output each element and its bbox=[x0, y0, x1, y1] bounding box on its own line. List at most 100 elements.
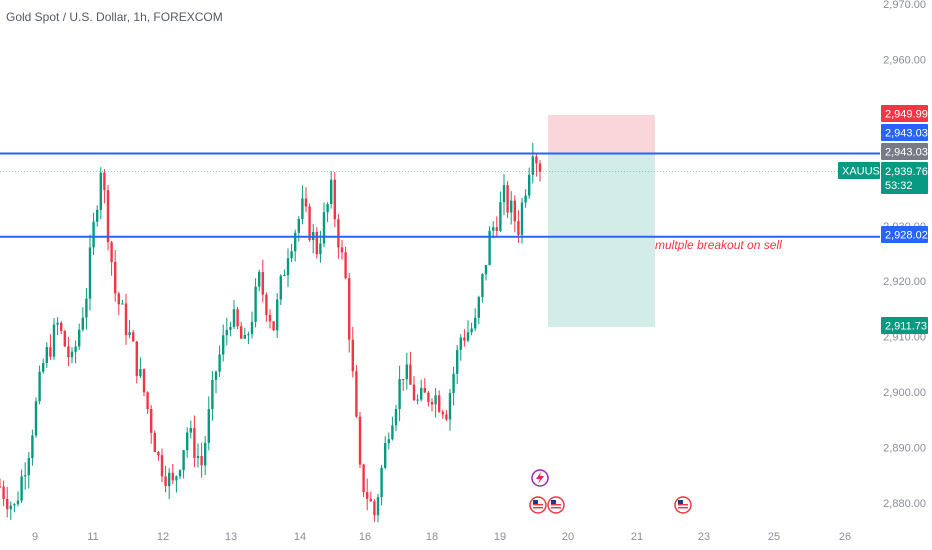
candle bbox=[495, 227, 498, 231]
x-tick-label: 13 bbox=[225, 531, 237, 543]
candle bbox=[304, 198, 308, 207]
countdown-value: 53:32 bbox=[885, 180, 913, 192]
candle bbox=[27, 458, 30, 476]
candle bbox=[488, 230, 491, 266]
candle bbox=[538, 163, 542, 172]
candle bbox=[139, 369, 142, 376]
candle bbox=[398, 379, 401, 410]
candle bbox=[268, 314, 272, 322]
candle bbox=[20, 476, 23, 501]
candle bbox=[423, 387, 426, 393]
candle bbox=[369, 498, 372, 502]
candle bbox=[222, 335, 225, 355]
candle bbox=[9, 505, 12, 510]
candle bbox=[78, 329, 81, 347]
candle bbox=[477, 297, 480, 318]
candle bbox=[380, 467, 383, 498]
y-tick-label: 2,880.00 bbox=[883, 498, 926, 510]
x-tick-label: 12 bbox=[157, 531, 169, 543]
candle bbox=[38, 371, 41, 402]
candle bbox=[229, 326, 232, 330]
candle bbox=[492, 227, 495, 231]
candle bbox=[513, 200, 516, 222]
lightning-icon bbox=[531, 469, 549, 487]
candle bbox=[157, 452, 160, 456]
candle bbox=[168, 472, 171, 487]
candle bbox=[110, 242, 113, 263]
candle bbox=[416, 399, 419, 401]
candle bbox=[470, 328, 473, 333]
stop-loss-zone bbox=[548, 114, 655, 154]
candle bbox=[128, 332, 131, 336]
candle bbox=[114, 262, 117, 294]
svg-text:2,949.99: 2,949.99 bbox=[885, 109, 928, 121]
candle bbox=[189, 427, 192, 433]
x-tick-label: 23 bbox=[698, 531, 710, 543]
candle bbox=[207, 409, 210, 443]
lower-level-price-tag: 2,928.02 bbox=[881, 226, 928, 243]
candle bbox=[243, 335, 246, 339]
chart-title: Gold Spot / U.S. Dollar, 1h, FOREXCOM bbox=[6, 10, 223, 24]
candle bbox=[402, 379, 405, 381]
candle bbox=[150, 409, 153, 433]
candle bbox=[132, 332, 135, 342]
candle bbox=[459, 337, 462, 350]
candle bbox=[261, 272, 264, 295]
candle bbox=[405, 364, 408, 380]
candle bbox=[225, 329, 228, 336]
last-price-value: 2,939.76 bbox=[885, 166, 928, 178]
candle bbox=[88, 247, 92, 299]
candle bbox=[196, 455, 200, 459]
x-tick-label: 14 bbox=[294, 531, 306, 543]
candle bbox=[409, 364, 412, 385]
candle bbox=[308, 206, 311, 241]
us-flag-icon bbox=[529, 496, 547, 514]
candle bbox=[164, 476, 167, 487]
stop-price-tag: 2,949.99 bbox=[881, 105, 928, 122]
candle bbox=[34, 401, 38, 436]
candle bbox=[362, 464, 365, 493]
candle bbox=[250, 321, 254, 335]
candle bbox=[427, 392, 430, 402]
candle bbox=[31, 435, 34, 459]
candle bbox=[186, 432, 189, 451]
candle bbox=[348, 278, 351, 340]
x-tick-label: 21 bbox=[631, 531, 643, 543]
candle bbox=[67, 346, 70, 358]
candle bbox=[92, 221, 95, 248]
candle bbox=[319, 243, 322, 255]
svg-text:2,943.03: 2,943.03 bbox=[885, 147, 928, 159]
candle bbox=[218, 354, 221, 372]
last-price-tag: 2,939.76 53:32 bbox=[881, 162, 928, 194]
candle bbox=[16, 500, 20, 505]
y-tick-label: 2,920.00 bbox=[883, 276, 926, 288]
candle bbox=[272, 321, 275, 331]
candle bbox=[535, 156, 538, 164]
svg-text:2,928.02: 2,928.02 bbox=[885, 230, 928, 242]
candle bbox=[265, 294, 268, 315]
candle bbox=[499, 202, 502, 231]
candle bbox=[506, 185, 509, 213]
candle bbox=[484, 265, 488, 275]
candle bbox=[297, 219, 300, 233]
candle bbox=[502, 185, 506, 203]
candle bbox=[351, 339, 354, 372]
candle bbox=[445, 414, 448, 420]
y-tick-label: 2,970.00 bbox=[883, 0, 926, 11]
event-icons bbox=[529, 469, 692, 514]
candle bbox=[330, 179, 333, 205]
candle bbox=[286, 258, 290, 276]
candle bbox=[45, 347, 48, 364]
us-flag-icon bbox=[547, 496, 565, 514]
candle bbox=[146, 392, 149, 410]
candle bbox=[240, 326, 243, 339]
candle bbox=[214, 371, 218, 380]
candle bbox=[524, 195, 527, 203]
candle bbox=[441, 411, 444, 415]
candle bbox=[258, 272, 261, 287]
candle bbox=[24, 475, 27, 477]
candle bbox=[355, 371, 358, 417]
candle bbox=[193, 427, 196, 459]
candle bbox=[517, 221, 520, 235]
